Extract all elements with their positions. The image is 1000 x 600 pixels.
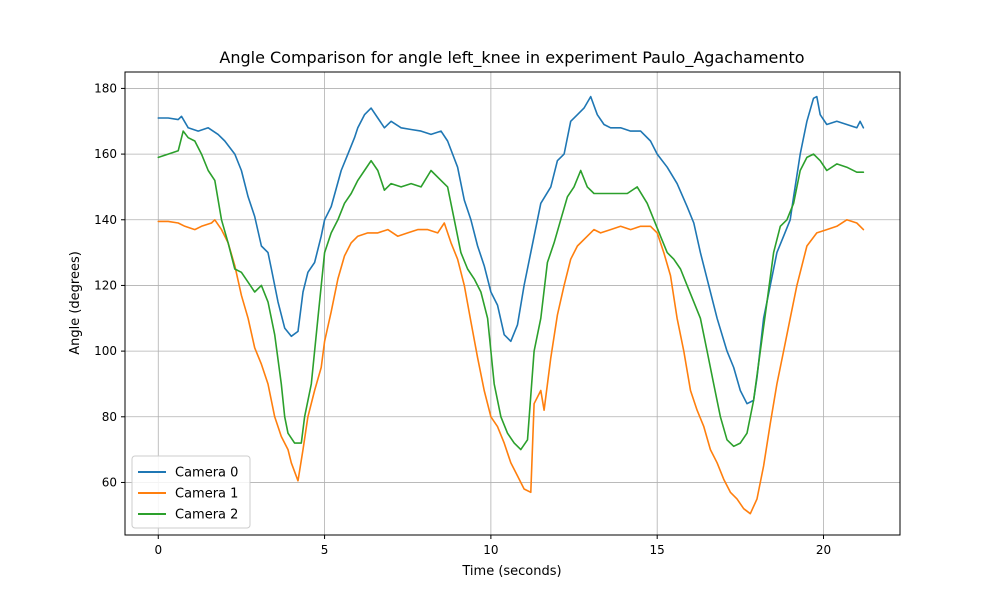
x-tick-label: 0 — [154, 543, 162, 557]
grid-lines — [125, 72, 900, 535]
y-tick-label: 120 — [94, 278, 117, 292]
x-axis-label: Time (seconds) — [461, 564, 561, 579]
data-series — [157, 95, 865, 515]
x-tick-label: 10 — [483, 543, 498, 557]
legend-label: Camera 1 — [175, 487, 238, 502]
plot-area-frame — [124, 71, 901, 536]
series-line-camera-1 — [157, 219, 865, 515]
y-tick-label: 80 — [102, 410, 117, 424]
legend-label: Camera 0 — [175, 466, 238, 481]
x-tick-label: 20 — [816, 543, 831, 557]
legend: Camera 0 Camera 1 Camera 2 — [131, 455, 251, 529]
series-line-camera-2 — [157, 130, 865, 451]
y-axis-label: Angle (degrees) — [68, 251, 83, 355]
y-tick-label: 160 — [94, 147, 117, 161]
y-tick-label: 140 — [94, 213, 117, 227]
chart-title: Angle Comparison for angle left_knee in … — [219, 48, 804, 68]
y-tick-label: 60 — [102, 475, 117, 489]
legend-label: Camera 2 — [175, 508, 238, 523]
legend-box — [131, 455, 251, 529]
y-tick-label: 100 — [94, 344, 117, 358]
x-tick-label: 5 — [321, 543, 329, 557]
axis-ticks: 0 5 10 15 20 60 80 100 120 140 160 180 — [94, 81, 831, 557]
y-tick-label: 180 — [94, 81, 117, 95]
x-tick-label: 15 — [650, 543, 665, 557]
series-line-camera-0 — [157, 95, 865, 405]
